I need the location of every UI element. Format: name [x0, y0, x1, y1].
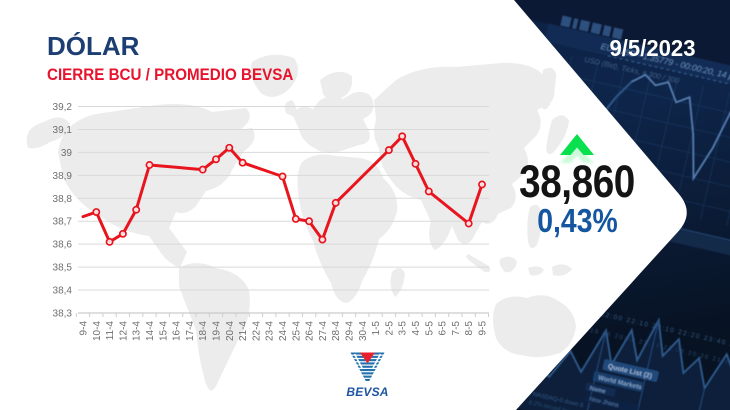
up-arrow-icon: [560, 134, 594, 155]
y-tick-label: 38,5: [53, 263, 73, 274]
x-tick-label: 4-5: [411, 321, 422, 336]
x-tick-label: 28-4: [331, 321, 342, 341]
y-tick-label: 39,1: [53, 125, 73, 136]
quote-value: 38,860: [519, 156, 635, 207]
x-tick-label: 18-4: [198, 321, 209, 341]
x-tick-label: 29-4: [345, 321, 356, 341]
x-tick-label: 24-4: [278, 321, 289, 341]
x-tick-label: 27-4: [318, 321, 329, 341]
x-tick-label: 14-4: [145, 321, 156, 341]
up-arrow-reflection: [560, 146, 594, 163]
price-marker: [238, 158, 247, 167]
x-tick-label: 19-4: [212, 321, 223, 341]
quote-change-percent: 0,43%: [537, 201, 618, 239]
price-marker: [132, 205, 141, 214]
price-marker: [212, 155, 220, 164]
bevsa-logo-red-triangle: [360, 352, 375, 364]
x-tick-label: 30-4: [358, 321, 369, 341]
x-tick-label: 7-5: [451, 321, 462, 336]
x-tick-label: 10-4: [92, 321, 103, 341]
x-tick-label: 12-4: [118, 321, 129, 341]
x-tick-label: 16-4: [172, 321, 183, 341]
y-tick-label: 39,2: [53, 102, 73, 113]
x-tick-label: 9-5: [478, 321, 489, 336]
bevsa-logo-text: BEVSA: [346, 385, 388, 399]
x-tick-label: 8-5: [464, 321, 475, 336]
x-tick-label: 6-5: [438, 321, 449, 336]
price-marker: [198, 165, 207, 174]
price-marker: [318, 235, 327, 244]
note-text-2: 6.2% record low: [528, 400, 572, 410]
x-tick-label: 9-4: [79, 321, 90, 336]
price-marker: [291, 214, 300, 223]
x-tick-label: 2-5: [384, 321, 395, 336]
x-tick-label: 26-4: [305, 321, 316, 341]
page-subtitle: CIERRE BCU / PROMEDIO BEVSA: [47, 66, 294, 84]
price-marker: [464, 219, 473, 228]
x-tick-label: 5-5: [424, 321, 435, 336]
y-tick-label: 38,4: [53, 286, 73, 297]
x-tick-label: 15-4: [158, 321, 169, 341]
price-marker: [92, 208, 101, 216]
world-map: [26, 54, 576, 391]
y-tick-label: 39: [61, 148, 73, 159]
x-tick-label: 13-4: [132, 321, 143, 341]
price-marker: [145, 161, 154, 169]
price-marker: [478, 180, 486, 189]
price-marker: [331, 198, 340, 207]
price-marker: [278, 172, 287, 181]
price-marker: [305, 217, 314, 226]
y-tick-label: 38,6: [53, 240, 73, 251]
x-tick-label: 1-5: [371, 321, 382, 336]
x-tick-label: 3-5: [398, 321, 409, 336]
x-tick-label: 21-4: [238, 321, 249, 341]
page-title: DÓLAR: [47, 31, 140, 61]
x-tick-label: 20-4: [225, 321, 236, 341]
date-label: 9/5/2023: [609, 34, 696, 61]
y-tick-label: 38,9: [53, 171, 73, 182]
panel-label-name: Name: [589, 386, 607, 396]
price-marker: [105, 237, 114, 246]
x-tick-label: 11-4: [105, 321, 116, 341]
x-tick-label: 22-4: [251, 321, 262, 341]
x-tick-label: 25-4: [291, 321, 302, 341]
price-marker: [118, 229, 127, 238]
price-marker: [225, 143, 234, 152]
y-tick-label: 38,3: [53, 309, 73, 320]
price-marker: [398, 132, 407, 141]
y-tick-label: 38,8: [53, 194, 73, 205]
price-marker: [411, 159, 420, 168]
x-tick-label: 17-4: [185, 321, 196, 341]
x-tick-label: 23-4: [265, 321, 276, 341]
price-marker: [384, 146, 393, 155]
y-tick-label: 38,7: [53, 217, 73, 228]
price-marker: [424, 187, 433, 196]
